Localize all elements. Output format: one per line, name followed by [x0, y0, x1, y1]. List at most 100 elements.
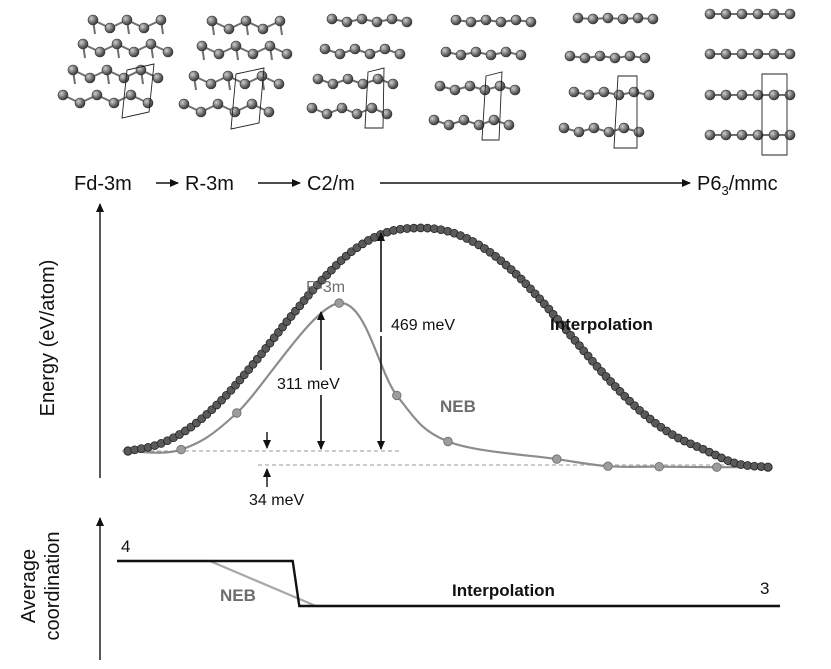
neb-point	[654, 462, 664, 472]
atom	[485, 49, 497, 61]
atom	[473, 119, 485, 131]
coordination-end-value: 3	[760, 579, 769, 598]
atom	[349, 43, 361, 55]
interpolation-point	[763, 462, 773, 472]
atom	[263, 106, 275, 118]
atom	[704, 89, 716, 101]
atom	[558, 122, 570, 134]
atom	[784, 89, 796, 101]
atom	[736, 129, 748, 141]
atom	[312, 73, 324, 85]
neb-point	[334, 298, 344, 308]
atom	[784, 129, 796, 141]
unit-cell	[121, 63, 155, 119]
atom	[628, 86, 640, 98]
atom	[720, 8, 732, 20]
atom	[470, 46, 482, 58]
atom	[434, 80, 446, 92]
atom	[752, 129, 764, 141]
atom	[465, 16, 477, 28]
atom	[229, 106, 241, 118]
atom	[94, 46, 106, 58]
atom	[736, 8, 748, 20]
atom	[205, 78, 217, 90]
atom	[768, 89, 780, 101]
atom	[223, 23, 235, 35]
neb-point	[392, 390, 402, 401]
atom	[111, 38, 123, 50]
atom	[613, 89, 625, 101]
atom	[510, 14, 522, 26]
neb-point	[176, 444, 186, 455]
atom	[152, 72, 164, 84]
atom	[704, 8, 716, 20]
atom	[77, 38, 89, 50]
atom	[342, 73, 354, 85]
atom	[503, 119, 515, 131]
atom	[121, 14, 133, 26]
atom	[222, 70, 234, 82]
neb-point	[232, 408, 242, 418]
atom	[104, 22, 116, 34]
atom	[206, 15, 218, 27]
atom	[364, 48, 376, 60]
atom	[138, 22, 150, 34]
atom	[633, 126, 645, 138]
legend-interpolation: Interpolation	[550, 315, 653, 334]
atom	[768, 48, 780, 60]
atom	[704, 129, 716, 141]
atom	[178, 98, 190, 110]
atom	[336, 102, 348, 114]
atom	[449, 84, 461, 96]
atom	[357, 78, 369, 90]
coordination-start-value: 4	[121, 537, 130, 556]
interpolation-points	[123, 223, 773, 472]
atom	[564, 50, 576, 62]
atom	[464, 80, 476, 92]
phase-label-r3m: R-3m	[185, 173, 234, 195]
atom	[212, 98, 224, 110]
atom	[108, 97, 120, 109]
atom	[784, 48, 796, 60]
atom	[162, 46, 174, 58]
atom	[768, 129, 780, 141]
atom	[488, 114, 500, 126]
atom	[752, 8, 764, 20]
atom	[495, 16, 507, 28]
atom	[196, 40, 208, 52]
atom	[351, 108, 363, 120]
atom	[239, 78, 251, 90]
atom	[366, 102, 378, 114]
coordination-interpolation-line	[117, 559, 780, 608]
atom	[230, 40, 242, 52]
atom	[579, 52, 591, 64]
atom	[572, 12, 584, 24]
atom	[240, 15, 252, 27]
atom	[500, 46, 512, 58]
atom	[247, 48, 259, 60]
atom	[327, 78, 339, 90]
atom	[256, 70, 268, 82]
atom	[371, 16, 383, 28]
atom	[372, 73, 384, 85]
atom	[306, 102, 318, 114]
label-r3m-saddle: R-3m	[306, 279, 345, 296]
atom	[602, 12, 614, 24]
atom	[84, 72, 96, 84]
neb-point	[712, 462, 722, 472]
atom	[91, 89, 103, 101]
atom	[632, 12, 644, 24]
coordination-legend-interpolation: Interpolation	[452, 581, 555, 600]
atom	[334, 48, 346, 60]
atom	[443, 119, 455, 131]
atom	[603, 126, 615, 138]
atom	[74, 97, 86, 109]
coordination-panel: Average coordination 4 3 NEB Interpolati…	[18, 517, 780, 660]
atom	[624, 50, 636, 62]
energy-axis-title: Energy (eV/atom)	[37, 260, 59, 417]
atom	[525, 16, 537, 28]
coordination-axis-title-line2: coordination	[42, 532, 64, 641]
unit-cell	[761, 73, 788, 156]
atom	[274, 15, 286, 27]
